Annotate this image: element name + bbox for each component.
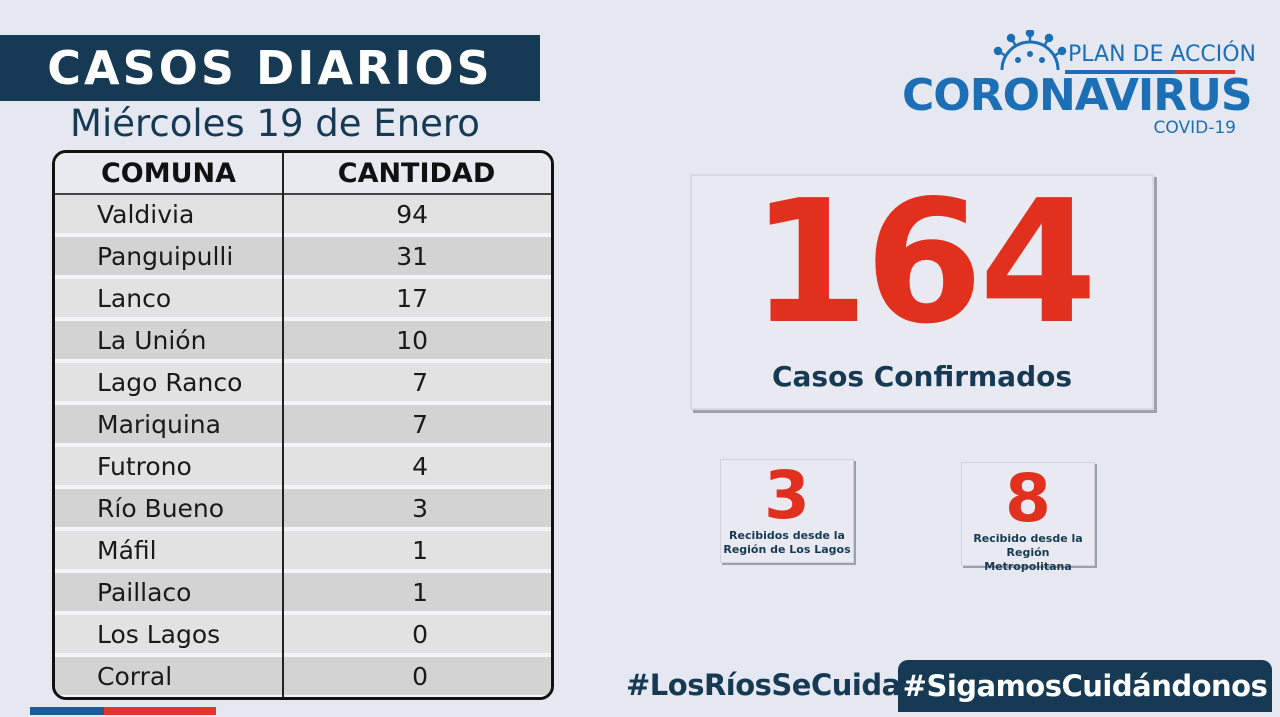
coronavirus-logo: PLAN DE ACCIÓN CORONAVIRUS COVID-19: [900, 30, 1256, 140]
cantidad-value: 7: [412, 367, 428, 397]
comuna-cell: Lago Ranco: [97, 367, 243, 397]
cantidad-value: 94: [396, 199, 428, 229]
cantidad-cell: 10: [282, 326, 551, 355]
comuna-cell: Máfil: [97, 535, 157, 565]
total-cases-label: Casos Confirmados: [771, 360, 1073, 393]
hashtag-sigamos: #SigamosCuidándonos: [902, 669, 1268, 703]
hashtag-banner: #SigamosCuidándonos: [898, 660, 1272, 712]
table-row: Futrono 4: [55, 447, 551, 489]
comuna-cell: Río Bueno: [97, 493, 225, 523]
date-subtitle: Miércoles 19 de Enero: [70, 102, 480, 145]
cantidad-value: 1: [412, 535, 428, 565]
cantidad-value: 0: [412, 661, 428, 691]
cantidad-cell: 17: [282, 284, 551, 313]
table-row: Máfil 1: [55, 531, 551, 573]
table-row: Lanco 17: [55, 279, 551, 321]
table-row: Valdivia 94: [55, 195, 551, 237]
table-row: Paillaco 1: [55, 573, 551, 615]
table-row: Panguipulli 31: [55, 237, 551, 279]
comuna-cell: Paillaco: [97, 577, 192, 607]
table-row: Mariquina 7: [55, 405, 551, 447]
cantidad-value: 17: [396, 283, 428, 313]
cantidad-value: 0: [412, 619, 428, 649]
metropolitana-label-line2: Región Metropolitana: [984, 546, 1072, 573]
comuna-cell: La Unión: [97, 325, 207, 355]
cantidad-value: 1: [412, 577, 428, 607]
table-row: Río Bueno 3: [55, 489, 551, 531]
table-header: COMUNA CANTIDAD: [55, 153, 551, 195]
table-row: Corral 0: [55, 657, 551, 697]
cantidad-value: 7: [412, 409, 428, 439]
los-lagos-label-line1: Recibidos desde la: [729, 529, 845, 542]
table-row: Lago Ranco 7: [55, 363, 551, 405]
header-comuna: COMUNA: [100, 157, 237, 189]
cantidad-cell: 1: [282, 578, 551, 607]
comuna-cell: Futrono: [97, 451, 192, 481]
cantidad-cell: 1: [282, 536, 551, 565]
comuna-cell: Mariquina: [97, 409, 221, 439]
virus-icon: [993, 30, 1067, 71]
cantidad-cell: 7: [282, 368, 551, 397]
footer-color-bar: [30, 707, 216, 715]
metropolitana-count: 8: [1005, 460, 1051, 537]
cantidad-cell: 31: [282, 242, 551, 271]
comuna-cell: Valdivia: [97, 199, 195, 229]
cantidad-cell: 0: [282, 662, 551, 691]
los-lagos-label-line2: Región de Los Lagos: [723, 543, 851, 556]
total-cases-number: 164: [750, 164, 1098, 362]
logo-coronavirus-text: CORONAVIRUS: [902, 70, 1253, 121]
page-title: CASOS DIARIOS: [47, 41, 493, 95]
cantidad-cell: 4: [282, 452, 551, 481]
comuna-cell: Los Lagos: [97, 619, 221, 649]
comuna-cell: Panguipulli: [97, 241, 234, 271]
metropolitana-label: Recibido desde la Región Metropolitana: [961, 532, 1095, 574]
table-body: Valdivia 94 Panguipulli 31 Lanco 17 La Unión 10…: [55, 195, 551, 697]
title-banner: CASOS DIARIOS: [0, 35, 540, 101]
cantidad-value: 4: [412, 451, 428, 481]
cantidad-value: 10: [396, 325, 428, 355]
los-lagos-count: 3: [764, 457, 810, 534]
hashtag-losrios: #LosRíosSeCuida: [626, 668, 901, 702]
column-divider: [282, 153, 284, 697]
metropolitana-card: 8 Recibido desde la Región Metropolitana: [961, 460, 1095, 573]
logo-covid-text: COVID-19: [1153, 118, 1236, 138]
cantidad-cell: 0: [282, 620, 551, 649]
cantidad-cell: 94: [282, 200, 551, 229]
los-lagos-label: Recibidos desde la Región de Los Lagos: [720, 529, 854, 557]
header-cantidad: CANTIDAD: [337, 157, 496, 189]
cases-table: COMUNA CANTIDAD Valdivia 94 Panguipulli 31 L…: [52, 150, 554, 700]
comuna-cell: Corral: [97, 661, 173, 691]
comuna-cell: Lanco: [97, 283, 172, 313]
table-row: La Unión 10: [55, 321, 551, 363]
total-cases-card: 164 Casos Confirmados: [690, 174, 1154, 410]
logo-rule: [1065, 70, 1235, 74]
cantidad-cell: 3: [282, 494, 551, 523]
logo-plan-text: PLAN DE ACCIÓN: [1068, 42, 1257, 67]
table-row: Los Lagos 0: [55, 615, 551, 657]
cantidad-cell: 7: [282, 410, 551, 439]
los-lagos-card: 3 Recibidos desde la Región de Los Lagos: [720, 459, 854, 563]
cantidad-value: 3: [412, 493, 428, 523]
cantidad-value: 31: [396, 241, 428, 271]
metropolitana-label-line1: Recibido desde la: [973, 532, 1083, 545]
